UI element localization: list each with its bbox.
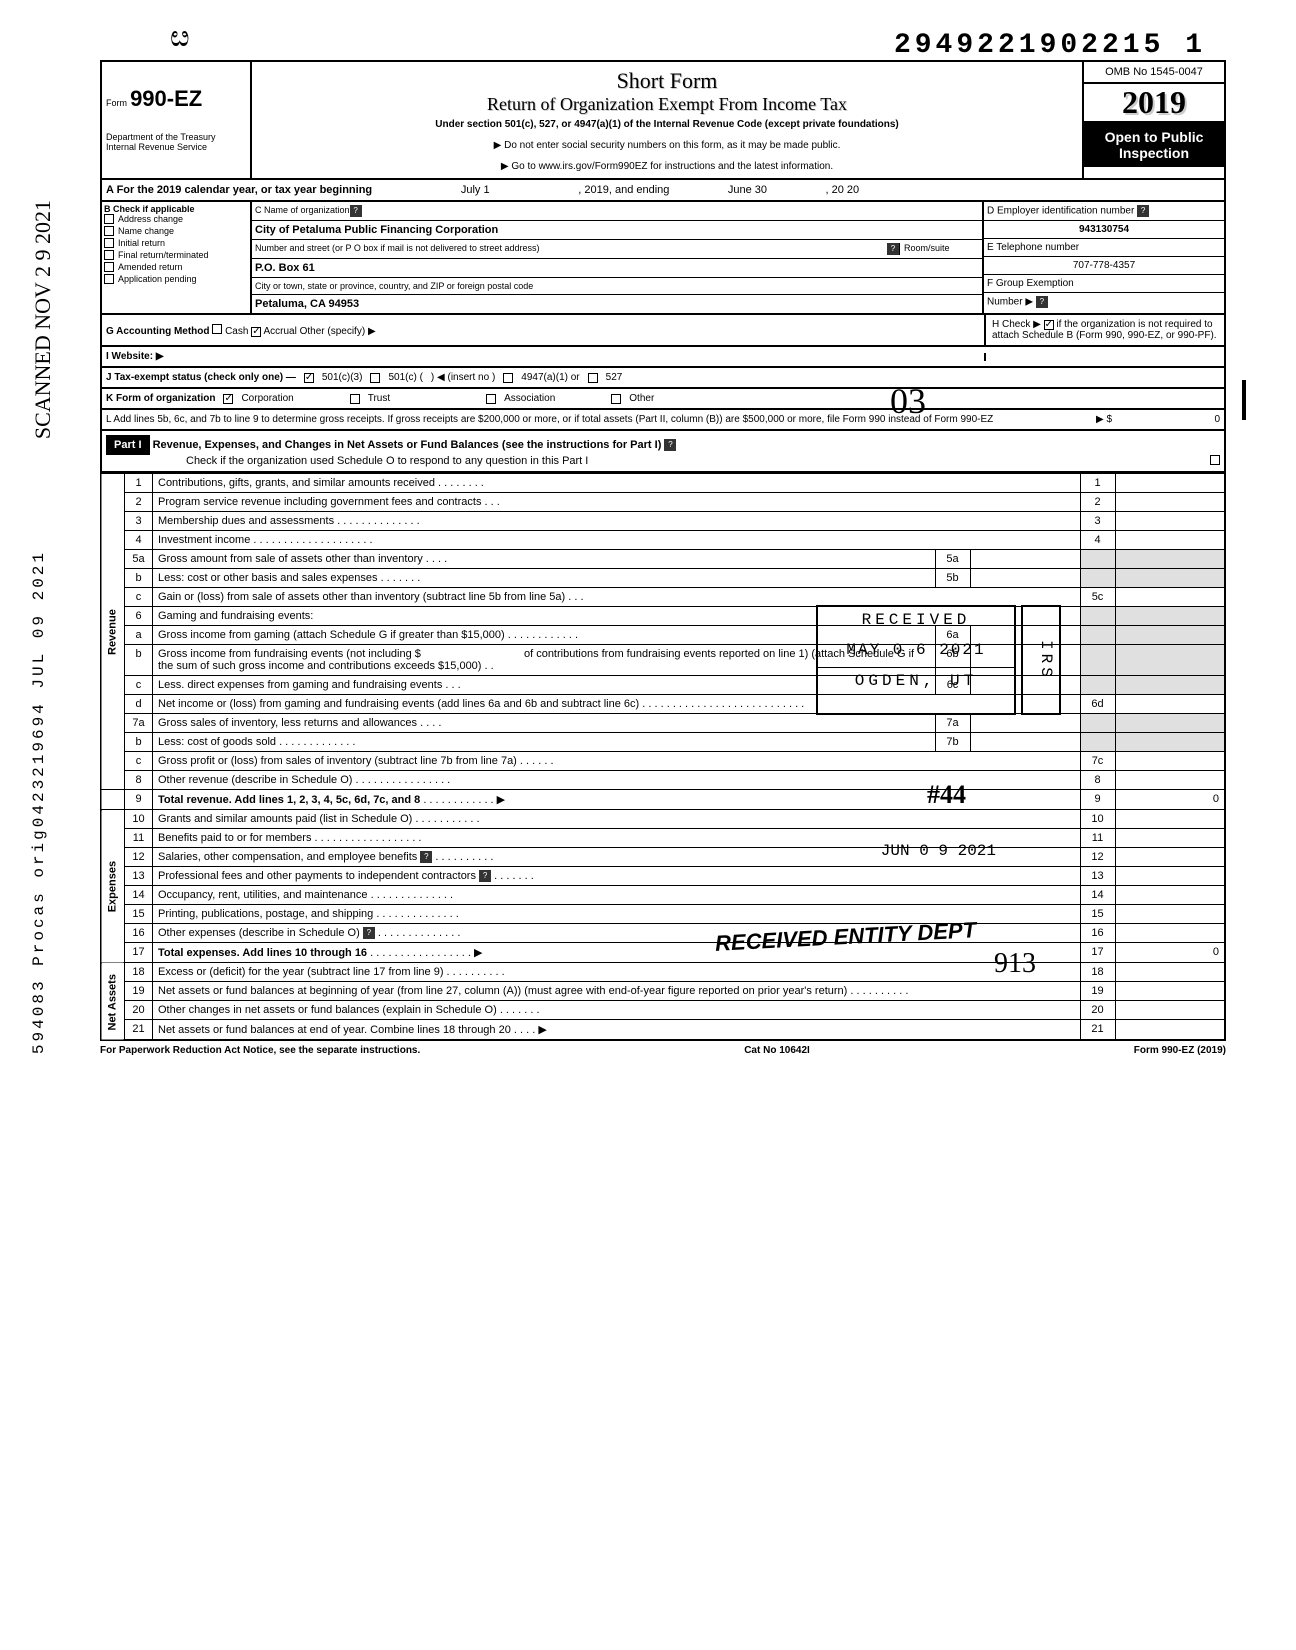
- scanned-stamp: SCANNED NOV 2 9 2021: [30, 200, 56, 439]
- cb-initial-return[interactable]: [104, 238, 114, 248]
- cb-501c[interactable]: [370, 373, 380, 383]
- cb-accrual[interactable]: [251, 327, 261, 337]
- cb-address-change[interactable]: [104, 214, 114, 224]
- cb-final-return[interactable]: [104, 250, 114, 260]
- short-form-title: Short Form: [258, 68, 1076, 94]
- cb-corporation[interactable]: [223, 394, 233, 404]
- net-assets-label: Net Assets: [101, 963, 125, 1041]
- handwritten-03: 03: [890, 380, 926, 422]
- cb-schedule-o[interactable]: [1210, 455, 1220, 465]
- main-form-table: Revenue 1Contributions, gifts, grants, a…: [100, 473, 1226, 1041]
- irs-stamp: IRS: [1021, 605, 1061, 715]
- row-k-form-org: K Form of organization Corporation Trust…: [100, 389, 1226, 410]
- cb-amended[interactable]: [104, 262, 114, 272]
- cb-other[interactable]: [611, 394, 621, 404]
- row-a-tax-year: A For the 2019 calendar year, or tax yea…: [100, 180, 1226, 202]
- page-footer: For Paperwork Reduction Act Notice, see …: [100, 1041, 1226, 1060]
- row-l-gross-receipts: L Add lines 5b, 6c, and 7b to line 9 to …: [100, 410, 1226, 431]
- row-j-tax-status: J Tax-exempt status (check only one) — 5…: [100, 368, 1226, 389]
- instruction-1: ▶ Do not enter social security numbers o…: [258, 140, 1076, 151]
- dept-treasury: Department of the Treasury Internal Reve…: [106, 112, 246, 152]
- info-icon: ?: [887, 243, 899, 255]
- cb-501c3[interactable]: [304, 373, 314, 383]
- tally-mark: [1242, 380, 1246, 420]
- cb-527[interactable]: [588, 373, 598, 383]
- smudge-mark: ೞ: [170, 20, 190, 54]
- row-i-website: I Website: ▶: [100, 347, 1226, 368]
- processing-code: 594083 Procas orig0423219694 JUL 09 2021: [30, 550, 48, 1054]
- org-city: Petaluma, CA 94953: [255, 298, 359, 310]
- cb-association[interactable]: [486, 394, 496, 404]
- info-icon: ?: [1036, 296, 1048, 308]
- form-header: Form 990-EZ Department of the Treasury I…: [100, 60, 1226, 180]
- cb-name-change[interactable]: [104, 226, 114, 236]
- form-number: 990-EZ: [130, 86, 202, 111]
- phone: 707-778-4357: [984, 257, 1224, 275]
- form-prefix: Form: [106, 98, 127, 108]
- cb-cash[interactable]: [212, 324, 222, 334]
- received-stamp: RECEIVED MAY 0 6 2021 OGDEN, UT: [816, 605, 1016, 715]
- col-b-checkboxes: B Check if applicable Address change Nam…: [102, 202, 252, 313]
- handwritten-date: JUN 0 9 2021: [881, 842, 996, 860]
- org-name: City of Petaluma Public Financing Corpor…: [255, 224, 498, 236]
- expenses-label: Expenses: [101, 810, 125, 963]
- cb-schedule-b[interactable]: [1044, 320, 1054, 330]
- omb-number: OMB No 1545-0047: [1084, 62, 1224, 84]
- cb-pending[interactable]: [104, 274, 114, 284]
- handwritten-913: 913: [994, 948, 1036, 980]
- open-to-public: Open to Public Inspection: [1084, 123, 1224, 167]
- cb-4947[interactable]: [503, 373, 513, 383]
- info-icon: ?: [350, 205, 362, 217]
- row-g-accounting: G Accounting Method Cash Accrual Other (…: [100, 315, 1226, 347]
- org-address: P.O. Box 61: [255, 262, 315, 274]
- instruction-2: ▶ Go to www.irs.gov/Form990EZ for instru…: [258, 161, 1076, 172]
- part-1-header: Part I Revenue, Expenses, and Changes in…: [100, 431, 1226, 473]
- tax-year: 2019: [1084, 84, 1224, 123]
- revenue-label: Revenue: [101, 474, 125, 790]
- cb-trust[interactable]: [350, 394, 360, 404]
- handwritten-44: #44: [927, 780, 966, 810]
- subtitle: Under section 501(c), 527, or 4947(a)(1)…: [258, 119, 1076, 130]
- info-icon: ?: [1137, 205, 1149, 217]
- ein: 943130754: [1079, 224, 1129, 235]
- info-icon: ?: [664, 439, 676, 451]
- return-title: Return of Organization Exempt From Incom…: [258, 94, 1076, 115]
- info-grid: B Check if applicable Address change Nam…: [100, 202, 1226, 315]
- stamp-number: 2949221902215 1: [894, 30, 1206, 61]
